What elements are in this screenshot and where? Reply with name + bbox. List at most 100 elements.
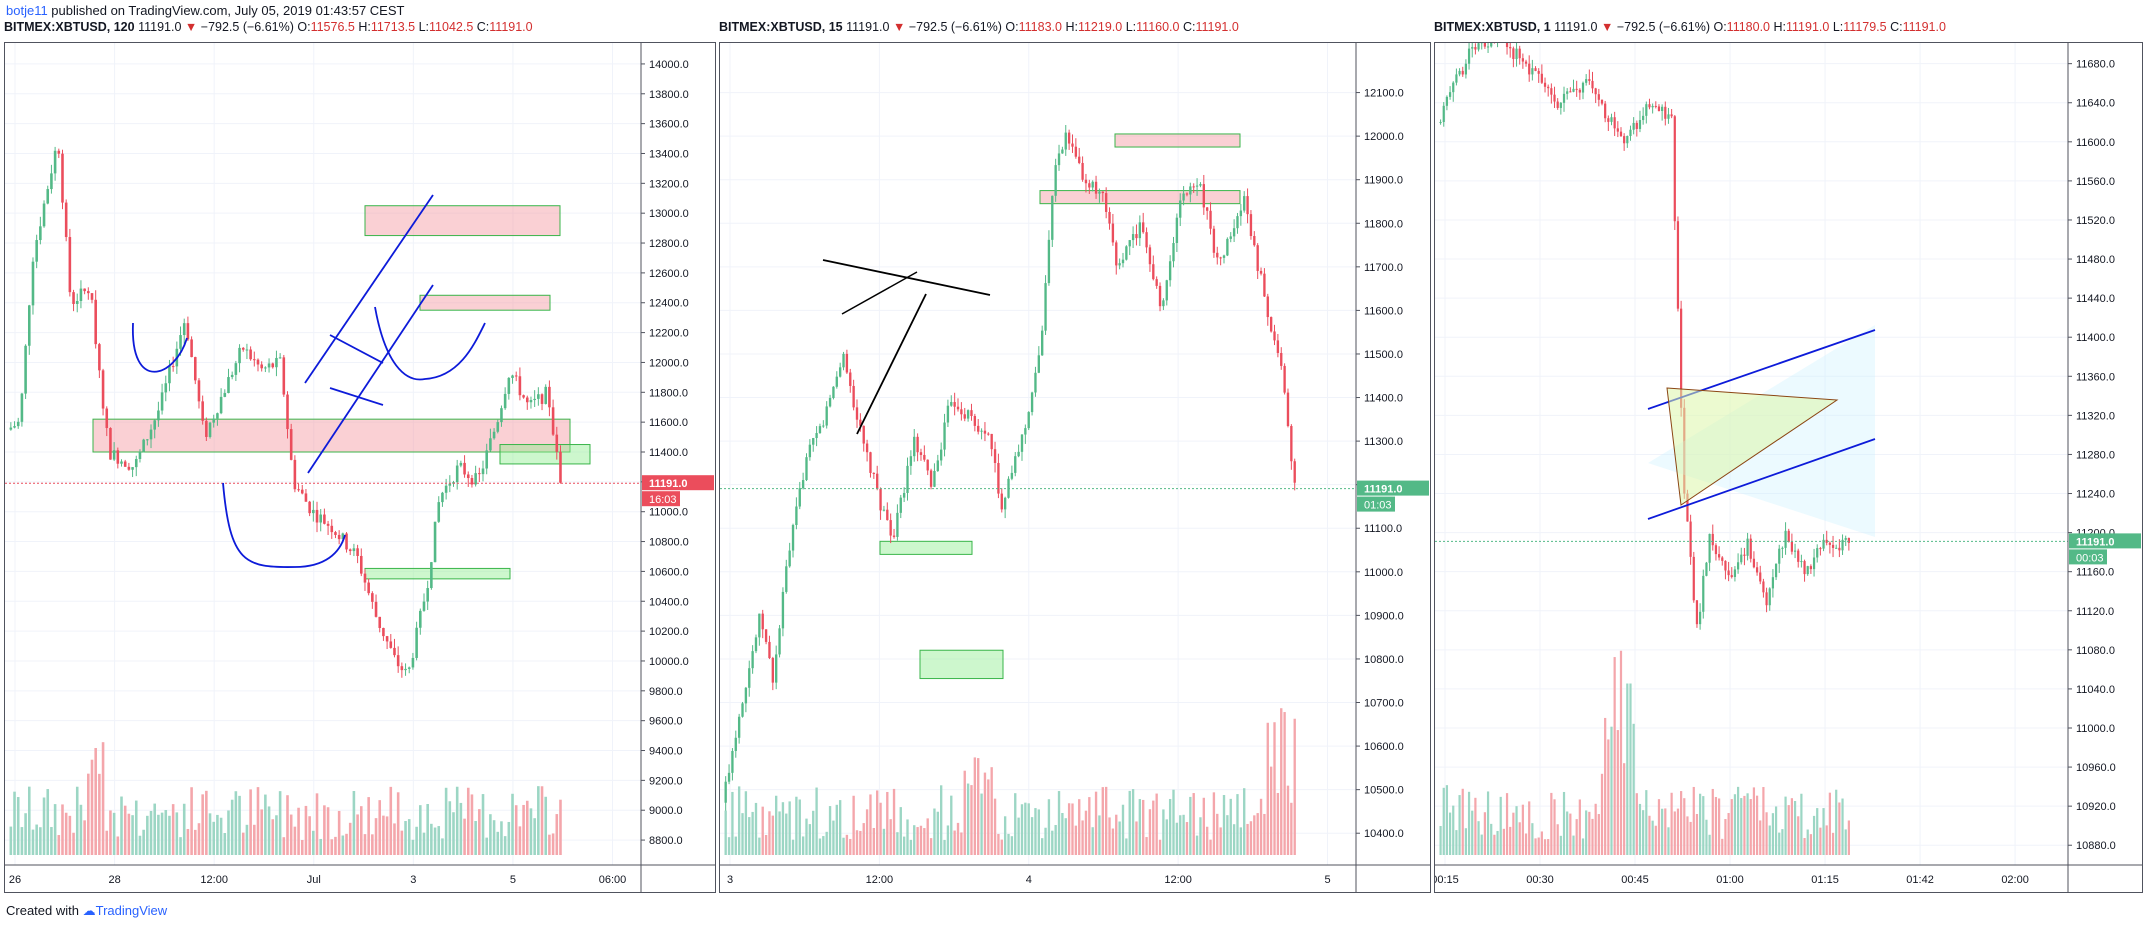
volume-bar: [1081, 820, 1084, 855]
candle-body: [1572, 88, 1575, 92]
volume-bar: [278, 791, 282, 855]
volume-bar: [168, 815, 171, 855]
volume-bar: [929, 838, 933, 855]
price-tick-label: 10800.0: [1364, 654, 1404, 666]
volume-bar: [1597, 814, 1600, 855]
candle-body: [882, 509, 886, 511]
time-tick-label: 02:00: [2001, 874, 2029, 886]
candle-body: [842, 353, 845, 368]
volume-bar: [72, 832, 75, 855]
candle-body: [555, 434, 559, 452]
volume-bar: [75, 786, 79, 855]
volume-bar: [1014, 793, 1017, 855]
candle-body: [1809, 566, 1812, 570]
price-tick-label: 13800.0: [649, 89, 689, 101]
candle-body: [149, 429, 153, 440]
candle-body: [179, 335, 182, 349]
volume-bar: [741, 813, 744, 855]
volume-bar: [120, 796, 123, 855]
price-chart[interactable]: 12100.0 12000.0 11900.0 11800.0 11700.0 11600…: [720, 43, 1430, 892]
candle-body: [1269, 317, 1273, 332]
chart-panel-15[interactable]: BITMEX:XBTUSD, 15 11191.0 ▼ −792.5 (−6.6…: [719, 20, 1431, 893]
price-tick-label: 12000.0: [1364, 131, 1404, 143]
candle-body: [748, 668, 751, 688]
candle-body: [1458, 70, 1461, 75]
candle-body: [1111, 223, 1115, 243]
candle-body: [1162, 300, 1165, 307]
volume-bar: [1629, 683, 1632, 855]
volume-bar: [1654, 825, 1657, 855]
volume-bar: [537, 786, 540, 855]
candle-body: [1017, 451, 1020, 457]
candle-body: [35, 240, 38, 262]
volume-bar: [1553, 799, 1556, 855]
volume-bar: [791, 839, 795, 855]
candle-body: [525, 397, 529, 403]
candle-body: [105, 408, 109, 429]
candle-body: [1613, 117, 1616, 129]
candle-body: [293, 459, 297, 490]
candle-body: [926, 459, 929, 471]
symbol-label: BITMEX:XBTUSD, 120: [4, 20, 135, 34]
high-value: 11191.0: [1786, 20, 1830, 34]
candle-body: [1749, 538, 1752, 559]
price-tick-label: 11600.0: [1364, 305, 1403, 317]
countdown-label: 01:03: [1364, 500, 1392, 512]
volume-bar: [1676, 808, 1680, 855]
volume-bar: [1236, 794, 1239, 855]
candle-body: [304, 493, 308, 502]
candle-body: [90, 293, 94, 300]
volume-bar: [127, 813, 131, 855]
volume-bar: [1841, 798, 1844, 855]
candle-body: [485, 450, 488, 469]
volume-bar: [396, 792, 400, 855]
panel-legend: BITMEX:XBTUSD, 1 11191.0 ▼ −792.5 (−6.61…: [1434, 20, 1946, 34]
price-chart[interactable]: 14000.0 13800.0 13600.0 13400.0 13200.0 13000…: [5, 43, 715, 892]
volume-bar: [1547, 839, 1550, 855]
volume-bar: [131, 815, 134, 855]
volume-bar: [1280, 708, 1283, 855]
candle-body: [919, 452, 923, 455]
volume-bar: [818, 838, 822, 855]
candle-body: [533, 398, 536, 401]
candle-body: [241, 347, 245, 350]
candle-body: [393, 647, 396, 656]
volume-bar: [1121, 804, 1125, 855]
candle-body: [1266, 296, 1269, 318]
candle-body: [1202, 184, 1205, 208]
chart-panel-1[interactable]: BITMEX:XBTUSD, 1 11191.0 ▼ −792.5 (−6.61…: [1431, 20, 2143, 893]
time-tick-label: 5: [510, 874, 516, 886]
candle-body: [1158, 285, 1162, 307]
price-tick-label: 13400.0: [649, 148, 689, 160]
volume-bar: [1619, 650, 1623, 855]
volume-bar: [778, 811, 781, 855]
change-value: −792.5 (−6.61%): [908, 20, 1002, 34]
volume-bar: [1591, 818, 1594, 855]
volume-bar: [496, 831, 500, 855]
volume-bar: [1293, 718, 1296, 855]
price-tick-label: 11080.0: [2076, 645, 2115, 657]
volume-bar: [448, 801, 452, 855]
volume-bar: [407, 819, 411, 855]
tradingview-link[interactable]: TradingView: [95, 903, 168, 918]
candle-body: [208, 422, 212, 437]
low-value: 11179.5: [1843, 20, 1887, 34]
volume-bar: [1556, 824, 1559, 855]
volume-bar: [123, 805, 127, 855]
candle-body: [1168, 261, 1172, 281]
candle-body: [815, 433, 818, 439]
candle-body: [1664, 106, 1667, 119]
candle-body: [559, 451, 562, 483]
publisher-username[interactable]: botje11: [6, 3, 48, 18]
volume-bar: [1266, 722, 1269, 855]
change-value: −792.5 (−6.61%): [200, 20, 294, 34]
candle-body: [808, 444, 812, 458]
volume-bar: [348, 822, 352, 855]
volume-bar: [919, 825, 923, 855]
price-chart[interactable]: 11680.0 11640.0 11600.0 11560.0 11520.0 11480…: [1431, 29, 2142, 892]
volume-bar: [764, 834, 768, 855]
volume-bar: [216, 814, 219, 855]
candle-body: [1543, 82, 1547, 87]
chart-panel-120[interactable]: BITMEX:XBTUSD, 120 11191.0 ▼ −792.5 (−6.…: [4, 20, 716, 893]
volume-bar: [182, 803, 186, 855]
